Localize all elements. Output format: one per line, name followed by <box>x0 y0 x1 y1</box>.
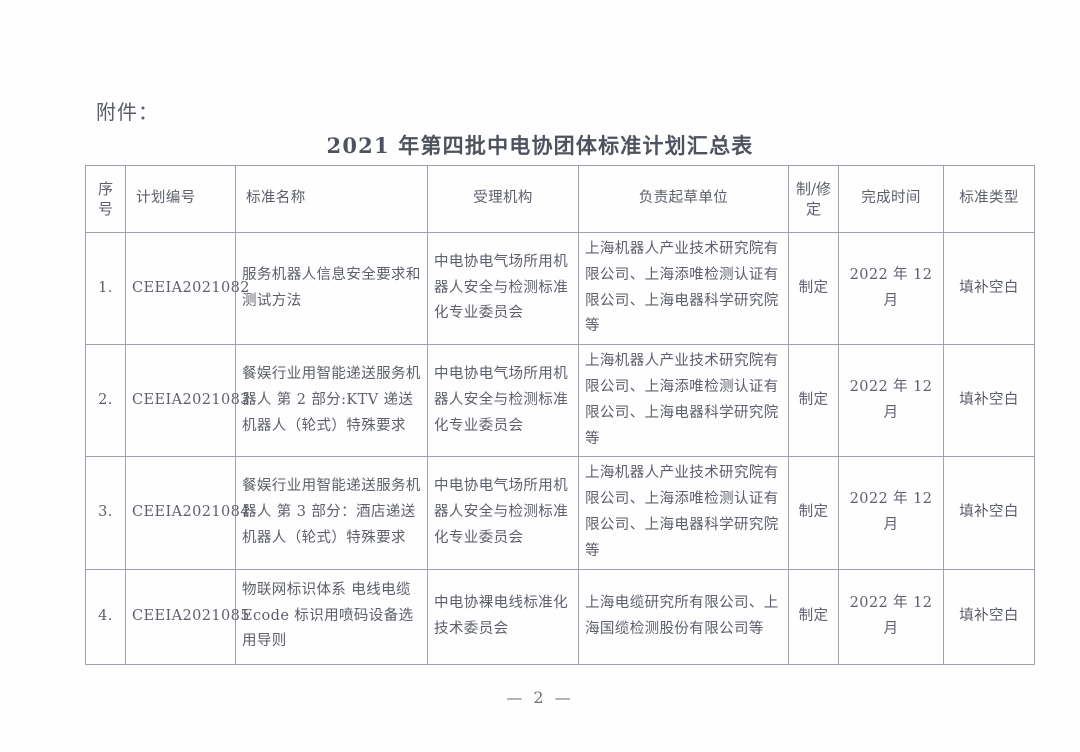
cell-std-type: 填补空白 <box>943 568 1035 665</box>
cell-type: 制定 <box>788 456 839 570</box>
cell-date: 2022 年 12 月 <box>838 344 944 458</box>
table-row: 4. CEEIA2021085 物联网标识体系 电线电缆 Ecode 标识用喷码… <box>85 568 1035 665</box>
cell-name: 服务机器人信息安全要求和测试方法 <box>235 231 428 346</box>
cell-name: 物联网标识体系 电线电缆 Ecode 标识用喷码设备选用导则 <box>235 568 428 665</box>
column-header-seq-line1: 序 <box>97 179 113 198</box>
standards-plan-table: 序 号 计划编号 标准名称 受理机构 负责起草单位 制/修 定 完成时间 标准类… <box>85 165 1035 665</box>
cell-code: CEEIA2021082 <box>125 231 249 346</box>
plan-table-container: 序 号 计划编号 标准名称 受理机构 负责起草单位 制/修 定 完成时间 标准类… <box>85 165 1035 665</box>
cell-org: 中电协电气场所用机器人安全与检测标准化专业委员会 <box>427 344 579 458</box>
cell-date: 2022 年 12 月 <box>838 456 944 570</box>
cell-org: 中电协电气场所用机器人安全与检测标准化专业委员会 <box>427 231 579 346</box>
cell-type: 制定 <box>788 344 839 458</box>
column-header-type-line1: 制/修 <box>795 179 832 198</box>
column-header-std-type: 标准类型 <box>943 165 1035 233</box>
cell-seq: 3. <box>85 456 126 570</box>
cell-code: CEEIA2021084 <box>125 456 249 570</box>
table-row: 2. CEEIA2021083 餐娱行业用智能递送服务机器人 第 2 部分:KT… <box>85 344 1035 458</box>
cell-seq: 4. <box>85 568 126 665</box>
attachment-label: 附件： <box>96 100 159 124</box>
cell-seq: 1. <box>85 231 126 346</box>
cell-code: CEEIA2021083 <box>125 344 249 458</box>
cell-date: 2022 年 12 月 <box>838 568 944 665</box>
cell-name: 餐娱行业用智能递送服务机器人 第 3 部分：酒店递送机器人（轮式）特殊要求 <box>235 456 428 570</box>
column-header-type-line2: 定 <box>805 200 821 218</box>
table-row: 3. CEEIA2021084 餐娱行业用智能递送服务机器人 第 3 部分：酒店… <box>85 456 1035 570</box>
table-body: 1. CEEIA2021082 服务机器人信息安全要求和测试方法 中电协电气场所… <box>85 231 1035 665</box>
column-header-code: 计划编号 <box>125 165 236 233</box>
column-header-type: 制/修 定 <box>788 165 839 233</box>
cell-org: 中电协裸电线标准化技术委员会 <box>427 568 579 665</box>
column-header-drafter: 负责起草单位 <box>578 165 789 233</box>
page-title: 2021 年第四批中电协团体标准计划汇总表 <box>326 133 754 158</box>
cell-seq: 2. <box>85 344 126 458</box>
cell-std-type: 填补空白 <box>943 456 1035 570</box>
cell-code: CEEIA2021085 <box>125 568 249 665</box>
cell-name: 餐娱行业用智能递送服务机器人 第 2 部分:KTV 递送机器人（轮式）特殊要求 <box>235 344 428 458</box>
column-header-org: 受理机构 <box>427 165 579 233</box>
cell-drafter: 上海机器人产业技术研究院有限公司、上海添唯检测认证有限公司、上海电器科学研究院等 <box>578 456 789 570</box>
cell-type: 制定 <box>788 568 839 665</box>
cell-type: 制定 <box>788 231 839 346</box>
table-header-row: 序 号 计划编号 标准名称 受理机构 负责起草单位 制/修 定 完成时间 标准类… <box>85 165 1035 233</box>
cell-date: 2022 年 12 月 <box>838 231 944 346</box>
column-header-seq: 序 号 <box>85 165 126 233</box>
column-header-seq-line2: 号 <box>97 200 113 218</box>
cell-drafter: 上海机器人产业技术研究院有限公司、上海添唯检测认证有限公司、上海电器科学研究院等 <box>578 344 789 458</box>
table-row: 1. CEEIA2021082 服务机器人信息安全要求和测试方法 中电协电气场所… <box>85 231 1035 346</box>
cell-drafter: 上海机器人产业技术研究院有限公司、上海添唯检测认证有限公司、上海电器科学研究院等 <box>578 231 789 346</box>
table-header: 序 号 计划编号 标准名称 受理机构 负责起草单位 制/修 定 完成时间 标准类… <box>85 165 1035 233</box>
cell-std-type: 填补空白 <box>943 344 1035 458</box>
column-header-name: 标准名称 <box>235 165 428 233</box>
cell-drafter: 上海电缆研究所有限公司、上海国缆检测股份有限公司等 <box>578 568 789 665</box>
page-number-footer: — 2 — <box>506 688 574 707</box>
cell-std-type: 填补空白 <box>943 231 1035 346</box>
cell-org: 中电协电气场所用机器人安全与检测标准化专业委员会 <box>427 456 579 570</box>
column-header-date: 完成时间 <box>838 165 944 233</box>
